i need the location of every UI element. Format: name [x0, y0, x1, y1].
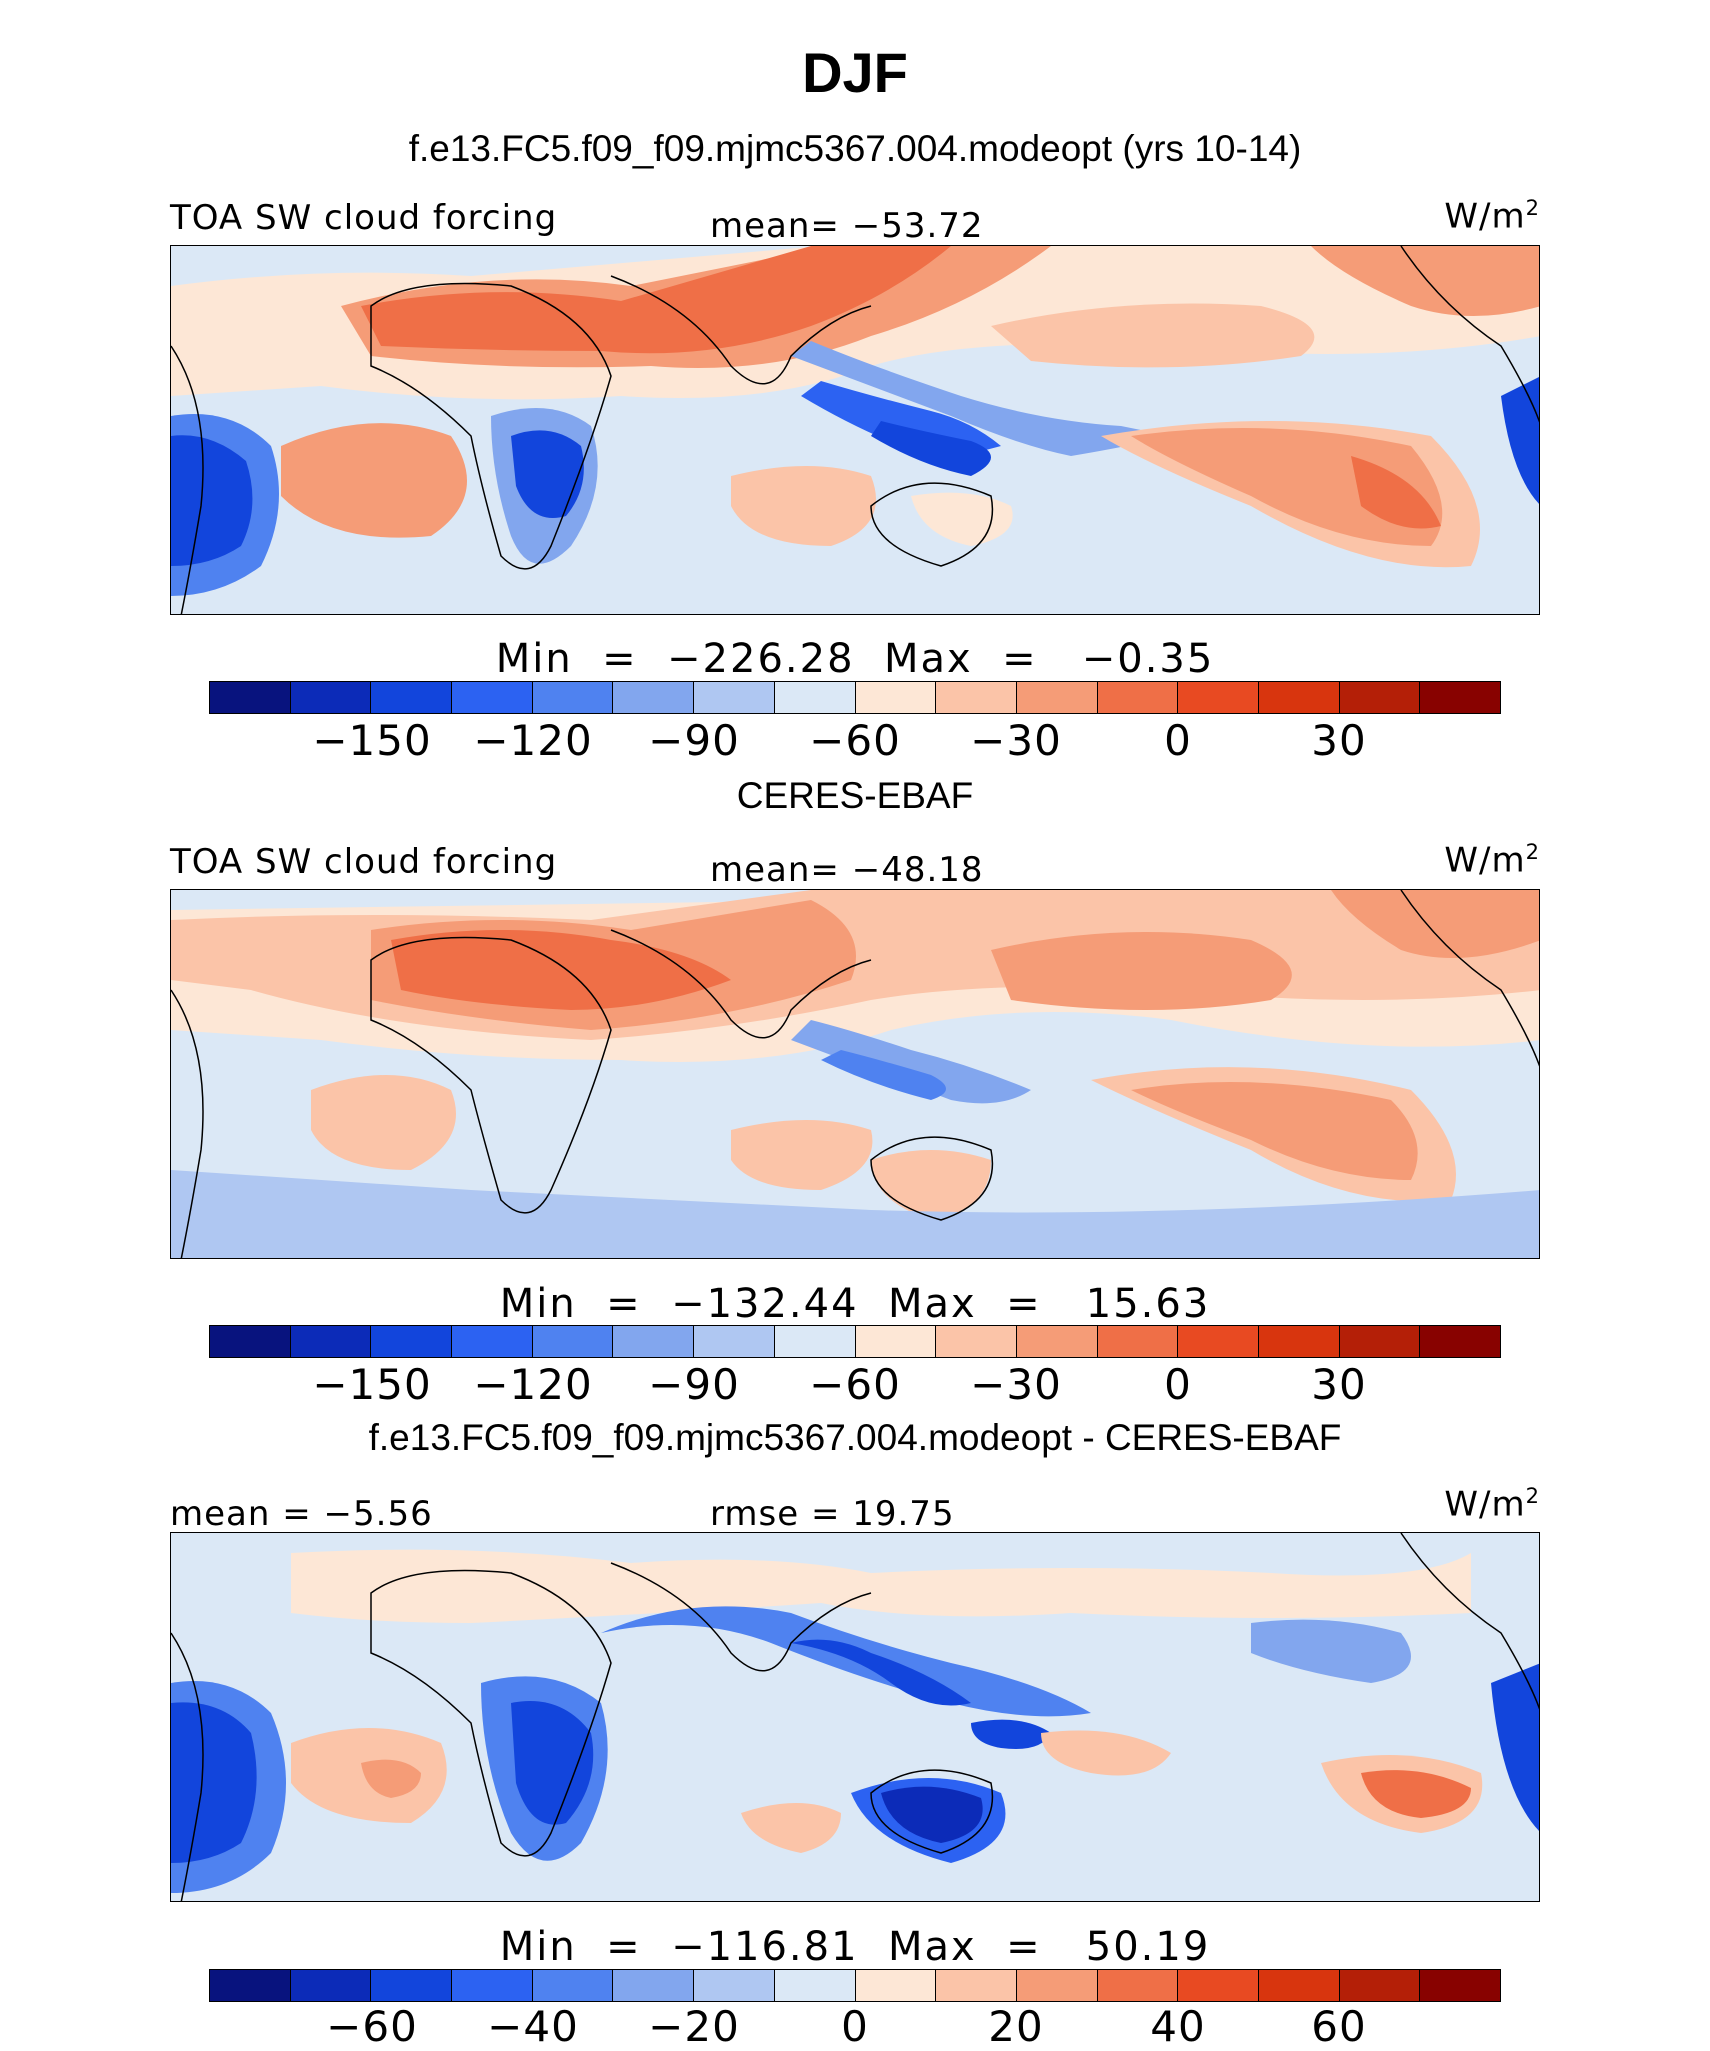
colorbar-swatch	[1420, 1326, 1500, 1357]
colorbar-swatch	[1016, 1326, 1098, 1357]
panel-3-contour-plot	[171, 1533, 1539, 1901]
colorbar-swatch	[1097, 682, 1179, 713]
panel-1-variable-label: TOA SW cloud forcing	[170, 198, 558, 238]
panel-2-map	[170, 889, 1540, 1259]
colorbar-swatch	[1178, 1970, 1259, 2001]
colorbar-swatch	[1420, 1970, 1500, 2001]
colorbar-swatch	[532, 1326, 614, 1357]
colorbar-swatch	[694, 1970, 775, 2001]
panel-1-minmax: Min = −226.28 Max = −0.35	[495, 636, 1215, 682]
panel-3-tick: −60	[326, 2002, 418, 2051]
panel-1-tick: −150	[312, 716, 432, 765]
panel-2-minmax: Min = −132.44 Max = 15.63	[499, 1281, 1211, 1327]
panel-3-title: f.e13.FC5.f09_f09.mjmc5367.004.modeopt -…	[368, 1417, 1342, 1458]
panel-2-unit-label: W/m2	[1444, 840, 1540, 881]
colorbar-swatch	[1016, 682, 1098, 713]
colorbar-swatch	[532, 682, 614, 713]
panel-3-colorbar	[209, 1969, 1501, 2002]
panel-1-mean-label: mean= −53.72	[710, 206, 984, 246]
panel-2-contour-plot	[171, 890, 1539, 1258]
colorbar-swatch	[371, 682, 453, 713]
colorbar-swatch	[1339, 1326, 1421, 1357]
colorbar-swatch	[1178, 1326, 1259, 1357]
colorbar-swatch	[936, 1326, 1017, 1357]
colorbar-swatch	[936, 1970, 1017, 2001]
panel-3-tick: 40	[1150, 2002, 1206, 2051]
colorbar-swatch	[371, 1326, 453, 1357]
panel-3-rmse-label: rmse = 19.75	[710, 1494, 955, 1534]
colorbar-swatch	[452, 1326, 533, 1357]
colorbar-swatch	[1097, 1970, 1179, 2001]
colorbar-swatch	[210, 1970, 291, 2001]
colorbar-swatch	[774, 1326, 856, 1357]
panel-2-tick: 30	[1311, 1360, 1367, 1409]
colorbar-swatch	[1097, 1326, 1179, 1357]
panel-1-unit-label: W/m2	[1444, 196, 1540, 237]
panel-2-tick: −120	[473, 1360, 593, 1409]
colorbar-swatch	[613, 1970, 695, 2001]
panel-2-tick: −30	[970, 1360, 1062, 1409]
panel-3-mean-label: mean = −5.56	[170, 1494, 433, 1534]
panel-3-map	[170, 1532, 1540, 1902]
colorbar-swatch	[855, 682, 937, 713]
panel-2-tick: 0	[1164, 1360, 1192, 1409]
panel-3-tick: −20	[648, 2002, 740, 2051]
colorbar-swatch	[532, 1970, 614, 2001]
colorbar-swatch	[613, 1326, 695, 1357]
colorbar-swatch	[452, 1970, 533, 2001]
colorbar-swatch	[290, 682, 372, 713]
colorbar-swatch	[774, 682, 856, 713]
colorbar-swatch	[613, 682, 695, 713]
panel-1-tick: −60	[809, 716, 901, 765]
panel-1-tick: −120	[473, 716, 593, 765]
colorbar-swatch	[290, 1970, 372, 2001]
colorbar-swatch	[855, 1326, 937, 1357]
panel-1-title: f.e13.FC5.f09_f09.mjmc5367.004.modeopt (…	[408, 128, 1302, 169]
panel-2-colorbar	[209, 1325, 1501, 1358]
panel-1-map	[170, 245, 1540, 615]
colorbar-swatch	[210, 1326, 291, 1357]
panel-2-variable-label: TOA SW cloud forcing	[170, 842, 558, 882]
colorbar-swatch	[1339, 1970, 1421, 2001]
colorbar-swatch	[1258, 1326, 1340, 1357]
colorbar-swatch	[1258, 682, 1340, 713]
colorbar-swatch	[855, 1970, 937, 2001]
panel-1-colorbar	[209, 681, 1501, 714]
colorbar-swatch	[1258, 1970, 1340, 2001]
colorbar-swatch	[1016, 1970, 1098, 2001]
panel-3-tick: 0	[841, 2002, 869, 2051]
panel-3-tick: −40	[487, 2002, 579, 2051]
colorbar-swatch	[290, 1326, 372, 1357]
colorbar-swatch	[694, 682, 775, 713]
colorbar-swatch	[371, 1970, 453, 2001]
colorbar-swatch	[210, 682, 291, 713]
colorbar-swatch	[1339, 682, 1421, 713]
colorbar-swatch	[774, 1970, 856, 2001]
panel-1-tick: 30	[1311, 716, 1367, 765]
panel-1-tick: −30	[970, 716, 1062, 765]
panel-1-tick: 0	[1164, 716, 1192, 765]
panel-1-tick: −90	[648, 716, 740, 765]
colorbar-swatch	[452, 682, 533, 713]
panel-3-unit-label: W/m2	[1444, 1484, 1540, 1525]
panel-2-tick: −150	[312, 1360, 432, 1409]
colorbar-swatch	[1420, 682, 1500, 713]
panel-2-tick: −60	[809, 1360, 901, 1409]
figure-title: DJF	[802, 41, 908, 104]
colorbar-swatch	[694, 1326, 775, 1357]
colorbar-swatch	[936, 682, 1017, 713]
panel-3-minmax: Min = −116.81 Max = 50.19	[499, 1924, 1211, 1970]
panel-2-tick: −90	[648, 1360, 740, 1409]
panel-3-tick: 20	[988, 2002, 1044, 2051]
colorbar-swatch	[1178, 682, 1259, 713]
panel-1-contour-plot	[171, 246, 1539, 614]
panel-2-mean-label: mean= −48.18	[710, 850, 984, 890]
panel-2-title: CERES-EBAF	[736, 775, 974, 816]
panel-3-tick: 60	[1311, 2002, 1367, 2051]
